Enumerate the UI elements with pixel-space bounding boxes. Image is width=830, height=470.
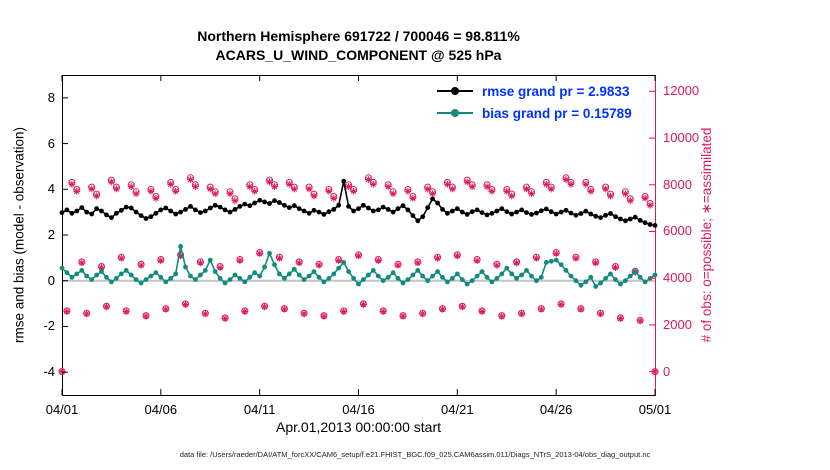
y-tick-label-right: 8000	[663, 176, 692, 192]
assimilated-obs-markers	[58, 176, 659, 375]
legend-item-bias: bias grand pr = 0.15789	[437, 102, 632, 124]
y-tick-label-left: 4	[47, 181, 55, 197]
x-tick-label: 04/06	[144, 402, 178, 417]
rmse-line	[59, 178, 658, 228]
y-tick-label-right: 2000	[663, 316, 692, 332]
y-tick-label-left: -2	[43, 318, 55, 334]
rmse-legend-dot	[451, 87, 459, 95]
x-tick-label: 04/01	[45, 402, 79, 417]
y-tick-label-right: 10000	[663, 130, 700, 146]
x-tick-label: 04/26	[539, 402, 573, 417]
plot-title-line2: ACARS_U_WIND_COMPONENT @ 525 hPa	[215, 47, 502, 63]
x-tick-label: 04/21	[441, 402, 474, 417]
rmse-legend-label: rmse grand pr = 2.9833	[482, 83, 630, 99]
y-tick-label-right: 6000	[663, 223, 692, 239]
y-tick-label-left: 6	[47, 135, 55, 151]
rmse-legend-line	[437, 87, 473, 95]
y-tick-label-left: 8	[47, 89, 55, 105]
y-tick-label-left: -4	[43, 364, 55, 380]
bias-legend-line	[437, 109, 473, 117]
y-tick-label-left: 0	[47, 272, 55, 288]
possible-obs-markers	[58, 174, 659, 376]
x-tick-label: 05/01	[638, 402, 672, 417]
x-tick-label: 04/11	[243, 402, 276, 417]
data-file-caption: data file: /Users/raeder/DAI/ATM_forcXX/…	[179, 450, 651, 459]
y-tick-label-right: 4000	[663, 270, 692, 286]
legend-item-rmse: rmse grand pr = 2.9833	[437, 80, 632, 102]
bias-legend-label: bias grand pr = 0.15789	[482, 105, 632, 121]
bias-line	[59, 244, 658, 289]
y-tick-label-right: 0	[663, 363, 671, 379]
y-tick-label-right: 12000	[663, 83, 700, 99]
bias-legend-dot	[451, 109, 459, 117]
axis-ticks	[61, 75, 656, 395]
legend: rmse grand pr = 2.9833 bias grand pr = 0…	[437, 80, 632, 124]
x-axis-label: Apr.01,2013 00:00:00 start	[275, 419, 441, 435]
y-tick-label-left: 2	[47, 227, 55, 242]
x-tick-label: 04/16	[342, 402, 375, 417]
right-axis-ticks	[649, 90, 655, 373]
plot-title-line1: Northern Hemisphere 691722 / 700046 = 98…	[197, 28, 520, 44]
